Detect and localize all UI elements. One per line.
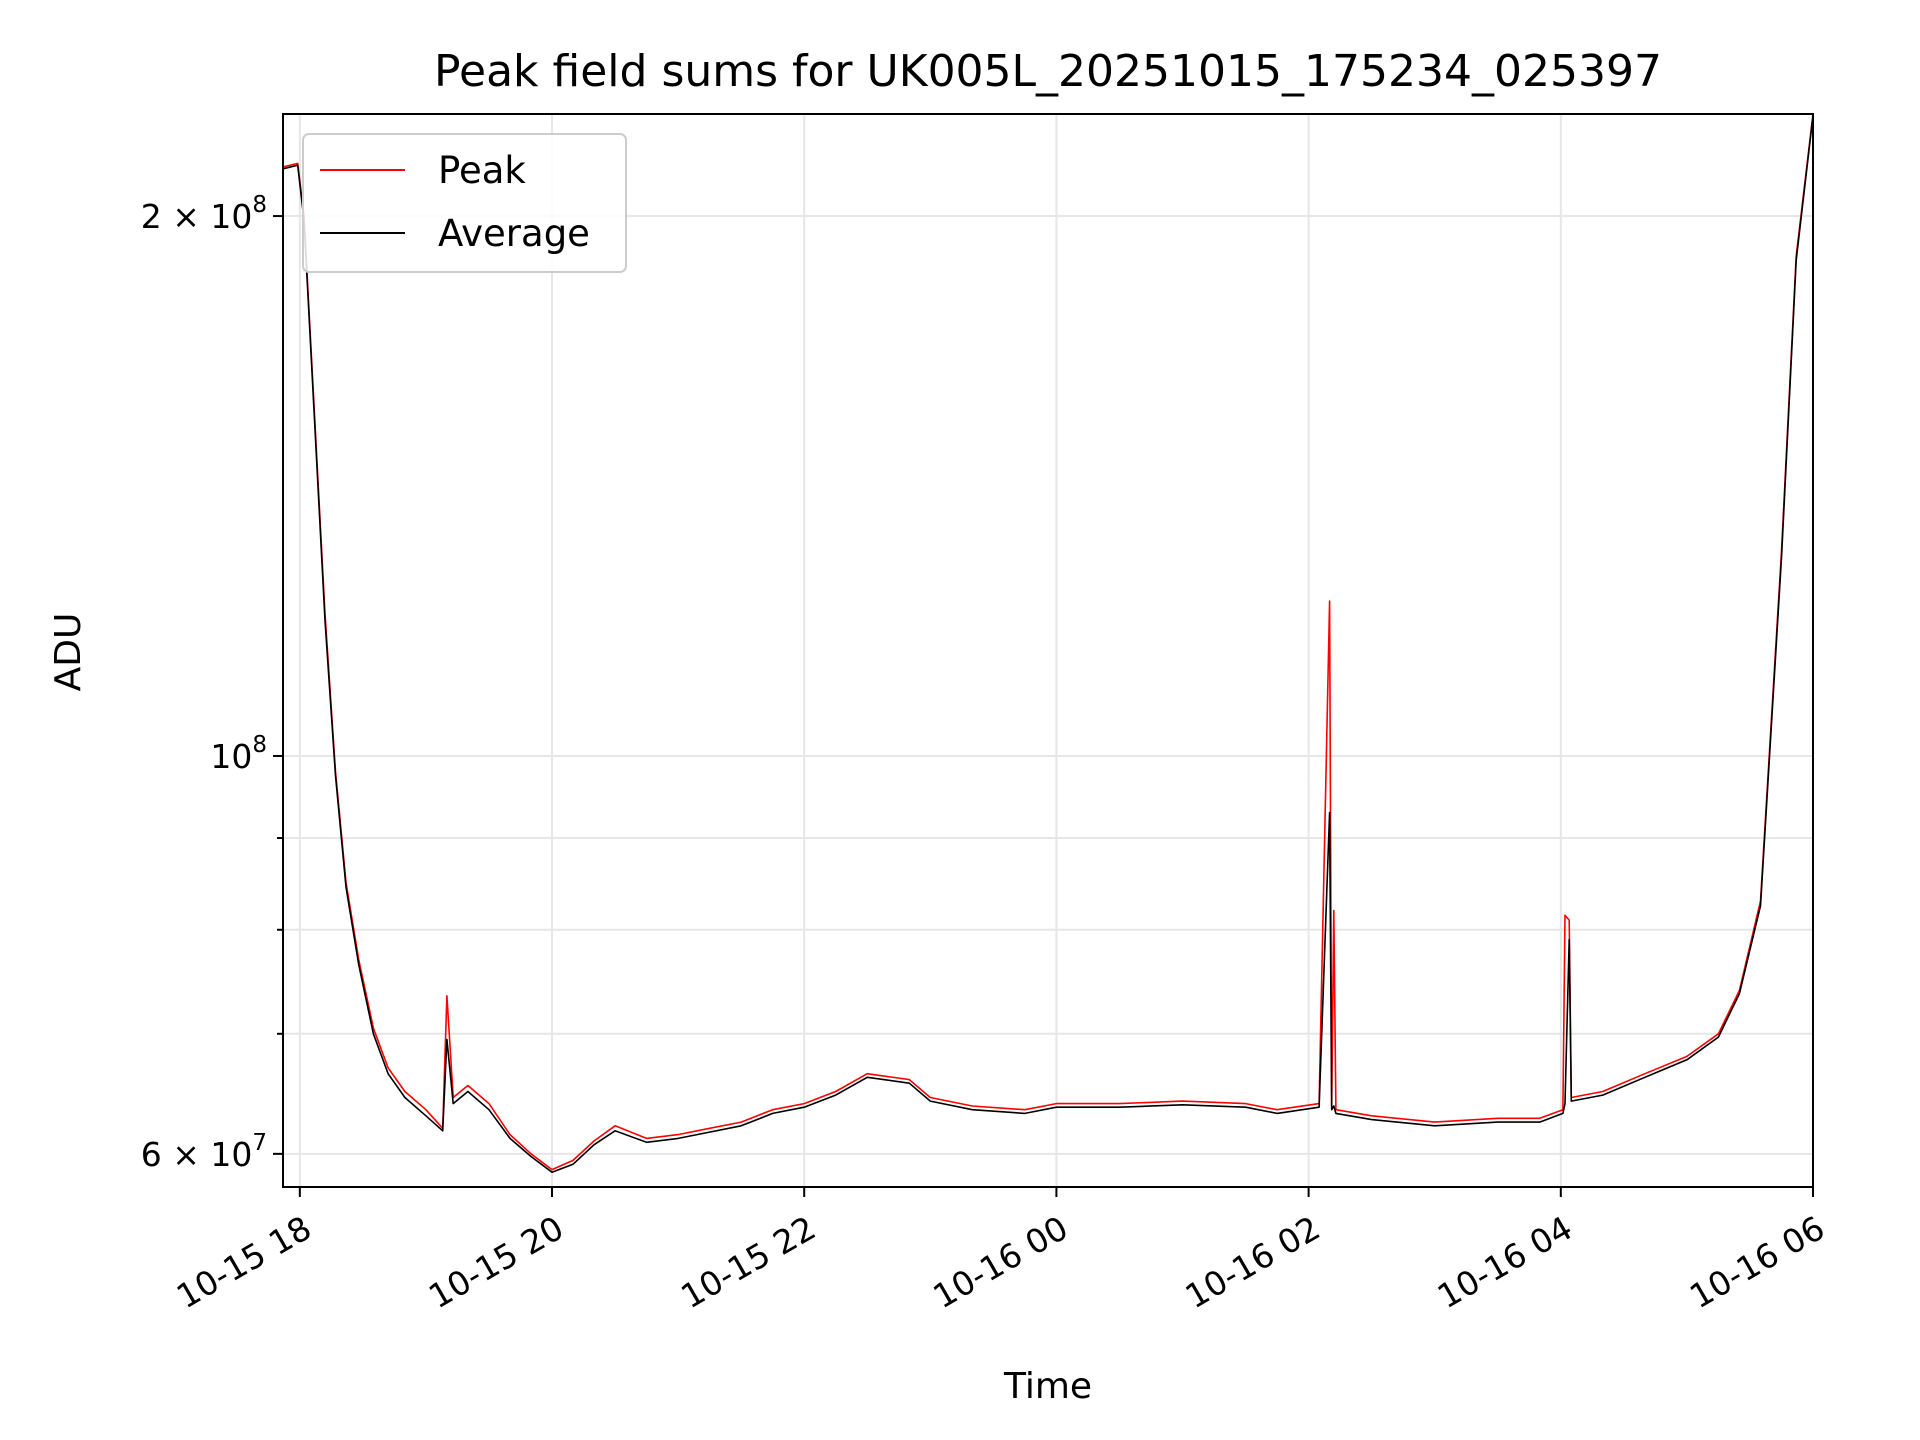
series-layer xyxy=(283,114,1813,1173)
x-axis-label: Time xyxy=(1003,1366,1092,1407)
series-line-peak xyxy=(283,114,1813,1171)
y-tick-exponent: 8 xyxy=(252,192,267,218)
y-tick-exponent: 8 xyxy=(252,732,267,758)
series-line-average xyxy=(283,115,1813,1173)
grid-lines xyxy=(283,114,1814,1187)
y-tick-label: 2 × 108 xyxy=(141,192,267,236)
plot-frame xyxy=(282,113,1814,1188)
y-tick-exponent: 7 xyxy=(252,1130,267,1156)
legend-label-average: Average xyxy=(438,212,590,255)
y-tick-label: 108 xyxy=(210,732,267,776)
y-tick-label: 6 × 107 xyxy=(141,1130,267,1174)
y-tick-base: 2 × 10 xyxy=(141,197,253,236)
y-tick-base: 6 × 10 xyxy=(141,1135,253,1174)
legend: Peak Average xyxy=(302,133,627,273)
legend-label-peak: Peak xyxy=(438,149,526,192)
y-axis-label: ADU xyxy=(48,613,89,692)
legend-box xyxy=(302,133,627,273)
y-tick-base: 10 xyxy=(210,737,252,776)
chart-title: Peak field sums for UK005L_20251015_1752… xyxy=(434,46,1662,97)
